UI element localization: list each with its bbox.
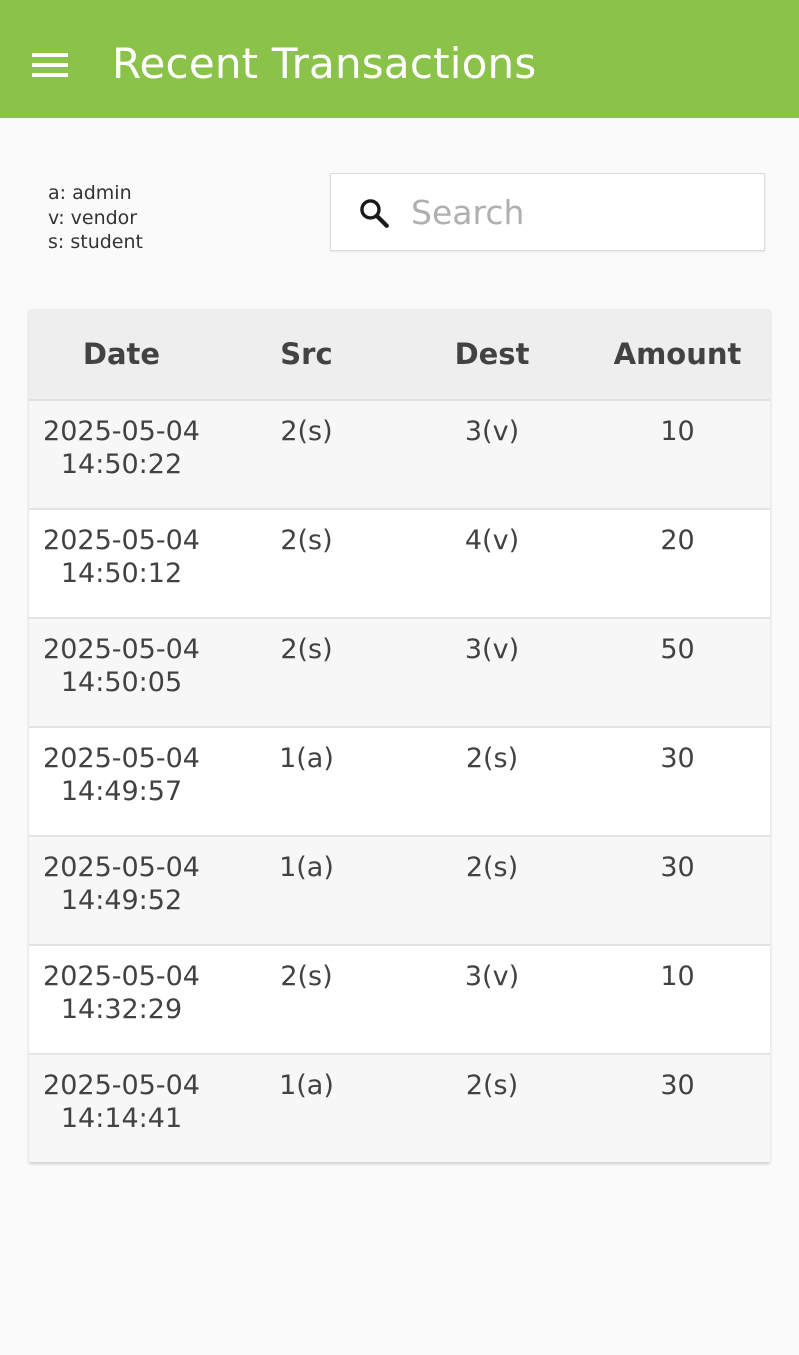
cell-dest: 3(v) bbox=[464, 961, 520, 992]
search-box[interactable] bbox=[330, 173, 765, 251]
cell-date-day: 2025-05-04 bbox=[43, 852, 200, 883]
cell-src: 2(s) bbox=[280, 525, 333, 556]
cell-date-time: 14:49:52 bbox=[60, 885, 183, 916]
table-row[interactable]: 2025-05-04 14:50:05 2(s) 3(v) 50 bbox=[29, 619, 770, 728]
cell-src: 2(s) bbox=[280, 634, 333, 665]
transactions-table: Date Src Dest Amount 2025-05-04 14:50:22… bbox=[29, 309, 770, 1162]
table-header: Date Src Dest Amount bbox=[29, 309, 770, 401]
page-title: Recent Transactions bbox=[112, 39, 537, 88]
cell-dest: 3(v) bbox=[464, 416, 520, 447]
cell-date: 2025-05-04 14:32:29 bbox=[29, 946, 214, 1026]
menu-button[interactable] bbox=[22, 36, 80, 94]
cell-src: 2(s) bbox=[280, 416, 333, 447]
cell-dest: 3(v) bbox=[464, 634, 520, 665]
cell-amount: 50 bbox=[660, 634, 695, 665]
cell-src: 1(a) bbox=[279, 852, 334, 883]
cell-amount: 20 bbox=[660, 525, 695, 556]
cell-date-day: 2025-05-04 bbox=[43, 961, 200, 992]
app-bar: Recent Transactions bbox=[0, 0, 799, 118]
cell-dest: 2(s) bbox=[465, 852, 519, 883]
role-legend: a: admin v: vendor s: student bbox=[48, 181, 143, 255]
table-row[interactable]: 2025-05-04 14:50:22 2(s) 3(v) 10 bbox=[29, 401, 770, 510]
cell-date: 2025-05-04 14:49:57 bbox=[29, 728, 214, 808]
table-row[interactable]: 2025-05-04 14:49:57 1(a) 2(s) 30 bbox=[29, 728, 770, 837]
table-row[interactable]: 2025-05-04 14:32:29 2(s) 3(v) 10 bbox=[29, 946, 770, 1055]
cell-amount: 30 bbox=[660, 852, 695, 883]
hamburger-menu-icon[interactable] bbox=[32, 51, 70, 79]
cell-date-day: 2025-05-04 bbox=[43, 416, 200, 447]
cell-date: 2025-05-04 14:49:52 bbox=[29, 837, 214, 917]
cell-date-time: 14:50:22 bbox=[60, 449, 183, 480]
search-input[interactable] bbox=[411, 186, 751, 238]
search-icon bbox=[360, 199, 389, 228]
cell-amount: 30 bbox=[660, 1070, 695, 1101]
cell-date-day: 2025-05-04 bbox=[43, 1070, 200, 1101]
cell-date-day: 2025-05-04 bbox=[43, 525, 200, 556]
legend-item-admin: a: admin bbox=[48, 182, 132, 204]
cell-date-time: 14:14:41 bbox=[60, 1103, 183, 1134]
legend-item-student: s: student bbox=[48, 231, 143, 253]
cell-dest: 2(s) bbox=[465, 1070, 519, 1101]
cell-date: 2025-05-04 14:14:41 bbox=[29, 1055, 214, 1135]
cell-amount: 10 bbox=[660, 416, 695, 447]
cell-date-time: 14:49:57 bbox=[60, 776, 183, 807]
column-header-amount[interactable]: Amount bbox=[613, 337, 742, 371]
column-header-dest[interactable]: Dest bbox=[454, 337, 530, 371]
cell-dest: 4(v) bbox=[464, 525, 520, 556]
cell-date-day: 2025-05-04 bbox=[43, 743, 200, 774]
table-row[interactable]: 2025-05-04 14:14:41 1(a) 2(s) 30 bbox=[29, 1055, 770, 1162]
cell-date-time: 14:50:12 bbox=[60, 558, 183, 589]
cell-date-day: 2025-05-04 bbox=[43, 634, 200, 665]
column-header-date[interactable]: Date bbox=[82, 337, 161, 371]
cell-date: 2025-05-04 14:50:05 bbox=[29, 619, 214, 699]
cell-src: 1(a) bbox=[279, 1070, 334, 1101]
cell-date: 2025-05-04 14:50:12 bbox=[29, 510, 214, 590]
cell-date: 2025-05-04 14:50:22 bbox=[29, 401, 214, 481]
cell-date-time: 14:32:29 bbox=[60, 994, 183, 1025]
legend-item-vendor: v: vendor bbox=[48, 206, 138, 229]
cell-amount: 30 bbox=[660, 743, 695, 774]
column-header-src[interactable]: Src bbox=[280, 337, 333, 371]
cell-dest: 2(s) bbox=[465, 743, 519, 774]
cell-src: 2(s) bbox=[280, 961, 333, 992]
cell-src: 1(a) bbox=[279, 743, 334, 774]
cell-date-time: 14:50:05 bbox=[60, 667, 183, 698]
cell-amount: 10 bbox=[660, 961, 695, 992]
table-row[interactable]: 2025-05-04 14:49:52 1(a) 2(s) 30 bbox=[29, 837, 770, 946]
table-row[interactable]: 2025-05-04 14:50:12 2(s) 4(v) 20 bbox=[29, 510, 770, 619]
